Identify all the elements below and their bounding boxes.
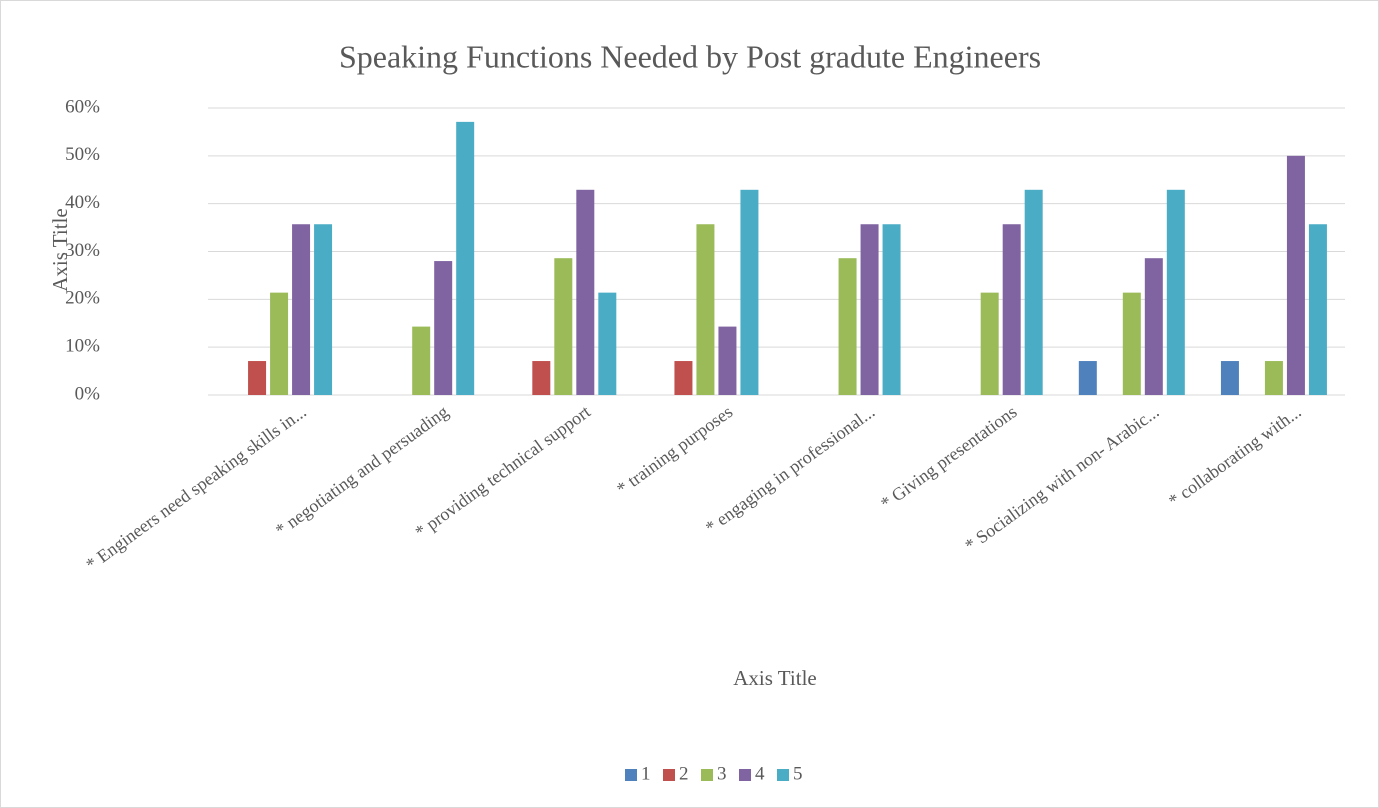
bar [980,292,999,395]
bar [314,224,333,395]
y-tick-label: 60% [65,96,100,117]
x-axis-title: Axis Title [733,666,816,690]
bar [292,224,311,395]
bar [1308,224,1327,395]
legend-swatch [701,769,713,781]
bar [696,224,715,395]
bar [674,361,693,395]
bar [532,361,551,395]
bar [456,121,475,395]
bar [838,258,857,395]
legend-swatch [663,769,675,781]
bar [1166,189,1185,395]
bar [270,292,289,395]
y-axis-title: Axis Title [48,208,72,291]
bar [554,258,573,395]
bar [1122,292,1141,395]
bar [1144,258,1163,395]
legend-swatch [777,769,789,781]
bar [1024,189,1043,395]
bar [860,224,879,395]
bar [1078,361,1097,395]
legend-label: 5 [793,763,803,784]
y-tick-label: 40% [65,192,100,213]
bar [598,292,617,395]
bar [1286,155,1305,395]
y-tick-label: 10% [65,336,100,357]
bar [1002,224,1021,395]
legend-label: 4 [755,763,765,784]
bar [434,261,453,395]
bar [718,326,737,395]
y-tick-label: 50% [65,144,100,165]
bar [1264,361,1283,395]
legend-swatch [739,769,751,781]
y-tick-label: 20% [65,288,100,309]
legend-label: 2 [679,763,689,784]
bar [576,189,595,395]
bar [882,224,901,395]
legend-swatch [625,769,637,781]
chart-title: Speaking Functions Needed by Post gradut… [339,38,1041,74]
bar [412,326,431,395]
bar [740,189,759,395]
bar [248,361,267,395]
legend-label: 3 [717,763,727,784]
y-tick-label: 0% [75,383,101,404]
y-tick-label: 30% [65,240,100,261]
bar [1220,361,1239,395]
legend-label: 1 [641,763,651,784]
